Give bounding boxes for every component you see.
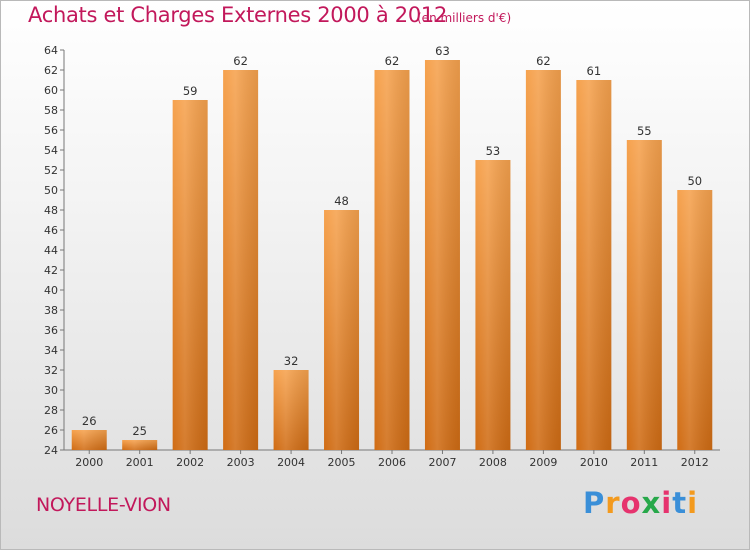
bar-shine <box>475 160 511 450</box>
y-tick-label: 60 <box>44 84 58 97</box>
x-tick-label: 2008 <box>479 456 507 469</box>
y-tick-label: 64 <box>44 44 58 57</box>
y-tick-label: 36 <box>44 324 58 337</box>
bar-shine <box>223 70 259 450</box>
bar-value-label: 32 <box>284 354 299 368</box>
proxiti-logo[interactable]: Proxiti <box>583 486 698 520</box>
bar-shine <box>677 190 713 450</box>
y-tick-label: 24 <box>44 444 58 457</box>
x-tick-label: 2006 <box>378 456 406 469</box>
bar-shine <box>525 70 561 450</box>
bar-value-label: 62 <box>385 54 400 68</box>
bar-shine <box>122 440 158 450</box>
x-tick-label: 2007 <box>428 456 456 469</box>
bar-value-label: 63 <box>435 44 450 58</box>
y-tick-label: 58 <box>44 104 58 117</box>
x-tick-label: 2012 <box>681 456 709 469</box>
bar-value-label: 55 <box>637 124 652 138</box>
y-tick-label: 50 <box>44 184 58 197</box>
bar-shine <box>374 70 410 450</box>
y-tick-label: 56 <box>44 124 58 137</box>
bars-group: 26 25 59 62 32 48 62 63 53 62 61 55 50 <box>71 44 713 450</box>
chart-subtitle: (en milliers d'€) <box>417 11 512 25</box>
y-tick-label: 34 <box>44 344 58 357</box>
bar-value-label: 62 <box>536 54 551 68</box>
chart-title: Achats et Charges Externes 2000 à 2012 <box>28 3 448 27</box>
bar-value-label: 62 <box>233 54 248 68</box>
bar-shine <box>172 100 208 450</box>
x-tick-label: 2010 <box>580 456 608 469</box>
x-tick-label: 2003 <box>227 456 255 469</box>
commune-name: NOYELLE-VION <box>36 494 171 516</box>
bar-shine <box>424 60 460 450</box>
y-tick-label: 52 <box>44 164 58 177</box>
y-tick-label: 62 <box>44 64 58 77</box>
logo-letter: o <box>620 486 642 520</box>
bar-shine <box>626 140 662 450</box>
bar-value-label: 53 <box>486 144 501 158</box>
bar-shine <box>273 370 309 450</box>
y-tick-label: 28 <box>44 404 58 417</box>
y-tick-label: 40 <box>44 284 58 297</box>
logo-letter: x <box>641 486 662 520</box>
x-tick-label: 2004 <box>277 456 305 469</box>
bar-value-label: 50 <box>687 174 702 188</box>
y-tick-label: 32 <box>44 364 58 377</box>
bar-value-label: 61 <box>587 64 602 78</box>
x-tick-label: 2009 <box>529 456 557 469</box>
x-tick-label: 2005 <box>328 456 356 469</box>
bar-value-label: 26 <box>82 414 97 428</box>
y-tick-label: 26 <box>44 424 58 437</box>
y-tick-label: 38 <box>44 304 58 317</box>
y-tick-label: 48 <box>44 204 58 217</box>
y-tick-label: 46 <box>44 224 58 237</box>
bar-value-label: 59 <box>183 84 198 98</box>
y-tick-label: 54 <box>44 144 58 157</box>
x-tick-label: 2000 <box>75 456 103 469</box>
bar-value-label: 48 <box>334 194 349 208</box>
bar-shine <box>324 210 360 450</box>
logo-letter: P <box>583 486 606 520</box>
y-tick-label: 30 <box>44 384 58 397</box>
logo-letter: i <box>661 486 673 520</box>
x-tick-label: 2011 <box>630 456 658 469</box>
x-tick-label: 2001 <box>126 456 154 469</box>
bar-shine <box>576 80 612 450</box>
logo-letter: t <box>672 486 688 520</box>
bar-value-label: 25 <box>132 424 147 438</box>
x-tick-label: 2002 <box>176 456 204 469</box>
logo-letter: i <box>687 486 699 520</box>
logo-letter: r <box>605 486 621 520</box>
y-tick-label: 44 <box>44 244 58 257</box>
y-tick-label: 42 <box>44 264 58 277</box>
bar-shine <box>71 430 107 450</box>
